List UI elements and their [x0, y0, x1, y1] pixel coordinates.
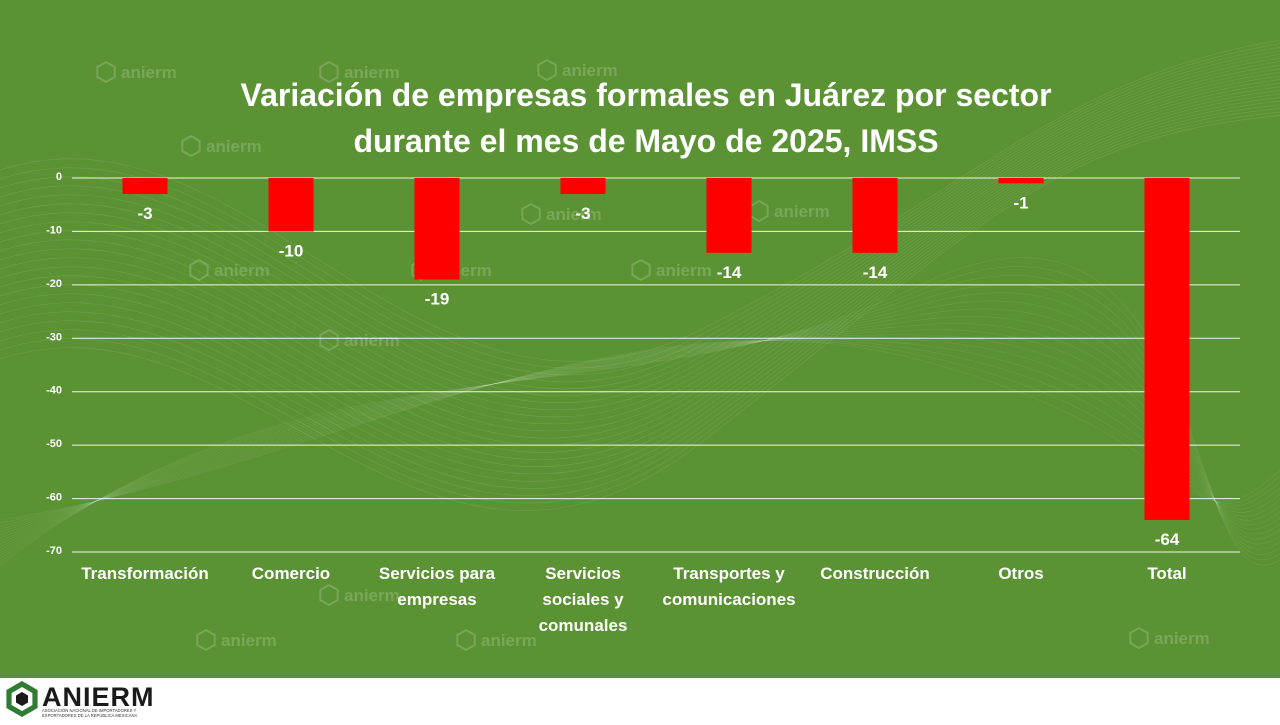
- y-tick-label: -10: [46, 224, 62, 236]
- watermark-text: anierm: [1154, 629, 1210, 648]
- bar: [560, 178, 606, 195]
- logo-wordmark: ANIERM: [42, 682, 155, 712]
- footer: ANIERM ASOCIACIÓN NACIONAL DE IMPORTADOR…: [0, 678, 1280, 720]
- watermark-text: anierm: [344, 63, 400, 82]
- category-label: Otros: [998, 564, 1043, 583]
- watermark-text: anierm: [344, 586, 400, 605]
- watermark-logo: anierm: [1129, 626, 1210, 650]
- bar: [122, 178, 168, 195]
- watermark-logo: anierm: [319, 60, 400, 84]
- watermark-logo: anierm: [196, 628, 277, 652]
- category-label-line: Servicios para: [379, 564, 496, 583]
- y-tick-label: -40: [46, 385, 62, 397]
- category-label-line: Transformación: [81, 564, 209, 583]
- category-label: Construcción: [820, 564, 930, 583]
- watermark-logo: anierm: [631, 258, 712, 282]
- bar: [414, 178, 460, 280]
- watermark-logo: anierm: [749, 199, 830, 223]
- bar-chart: anierm anierm anierm anierm anierm anierm anie…: [46, 58, 1240, 652]
- logo-subtitle-1: ASOCIACIÓN NACIONAL DE IMPORTADORES Y: [42, 708, 137, 713]
- data-label: -1: [1013, 193, 1028, 212]
- bar: [1144, 178, 1190, 520]
- data-label: -3: [575, 204, 590, 223]
- category-label-line: sociales y: [542, 590, 624, 609]
- category-label-line: Comercio: [252, 564, 330, 583]
- bar: [706, 178, 752, 253]
- watermark-logo: anierm: [181, 134, 262, 158]
- logo-subtitle-2: EXPORTADORES DE LA REPÚBLICA MEXICANA: [42, 713, 137, 718]
- data-labels: -3 -10 -19 -3 -14 -14 -1 -64: [137, 193, 1179, 549]
- category-label-line: comunicaciones: [662, 590, 795, 609]
- watermark-text: anierm: [656, 261, 712, 280]
- background-wave-pattern: [0, 39, 1280, 566]
- watermark-layer: anierm anierm anierm anierm anierm anierm anie…: [96, 58, 1210, 652]
- chart-background: [0, 0, 1280, 678]
- bar: [998, 178, 1044, 184]
- bars: [122, 178, 1190, 520]
- y-tick-label: 0: [56, 171, 62, 183]
- watermark-logo: anierm: [319, 328, 400, 352]
- watermark-text: anierm: [344, 331, 400, 350]
- watermark-logo: anierm: [456, 628, 537, 652]
- watermark-text: anierm: [481, 631, 537, 650]
- y-tick-label: -50: [46, 438, 62, 450]
- watermark-text: anierm: [214, 261, 270, 280]
- anierm-logo-icon: [6, 681, 38, 717]
- category-label: Total: [1147, 564, 1186, 583]
- category-label-line: Transportes y: [673, 564, 785, 583]
- y-tick-label: -70: [46, 545, 62, 557]
- data-label: -10: [279, 241, 304, 260]
- watermark-logo: anierm: [537, 58, 618, 82]
- category-label: Servicios sociales y comunales: [539, 564, 628, 635]
- chart-title-line-1: Variación de empresas formales en Juárez…: [240, 77, 1051, 113]
- data-label: -64: [1155, 530, 1180, 549]
- category-label-line: Servicios: [545, 564, 621, 583]
- watermark-logo: anierm: [521, 202, 602, 226]
- watermark-logo: anierm: [319, 583, 400, 607]
- y-tick-label: -60: [46, 492, 62, 504]
- chart-title-line-2: durante el mes de Mayo de 2025, IMSS: [353, 123, 938, 159]
- bar: [852, 178, 898, 253]
- watermark-text: anierm: [121, 63, 177, 82]
- watermark-logo: anierm: [96, 60, 177, 84]
- data-label: -14: [863, 263, 888, 282]
- watermark-logo: anierm: [189, 258, 270, 282]
- bar: [268, 178, 314, 232]
- y-axis-ticks: 0 -10 -20 -30 -40 -50 -60 -70: [46, 171, 62, 557]
- category-label: Transformación: [81, 564, 209, 583]
- category-labels: Transformación Comercio Servicios para empr…: [81, 564, 1186, 635]
- anierm-logo: ANIERM ASOCIACIÓN NACIONAL DE IMPORTADOR…: [6, 681, 155, 718]
- category-label-line: Total: [1147, 564, 1186, 583]
- category-label: Comercio: [252, 564, 330, 583]
- data-label: -3: [137, 204, 152, 223]
- watermark-text: anierm: [206, 137, 262, 156]
- category-label: Servicios para empresas: [379, 564, 496, 609]
- category-label-line: empresas: [397, 590, 476, 609]
- data-label: -19: [425, 290, 450, 309]
- watermark-text: anierm: [221, 631, 277, 650]
- y-tick-label: -20: [46, 278, 62, 290]
- watermark-text: anierm: [774, 202, 830, 221]
- category-label-line: comunales: [539, 616, 628, 635]
- watermark-text: anierm: [546, 205, 602, 224]
- y-tick-label: -30: [46, 331, 62, 343]
- category-label: Transportes y comunicaciones: [662, 564, 795, 609]
- category-label-line: Otros: [998, 564, 1043, 583]
- gridlines: [72, 177, 1240, 553]
- category-label-line: Construcción: [820, 564, 930, 583]
- data-label: -14: [717, 263, 742, 282]
- watermark-text: anierm: [562, 61, 618, 80]
